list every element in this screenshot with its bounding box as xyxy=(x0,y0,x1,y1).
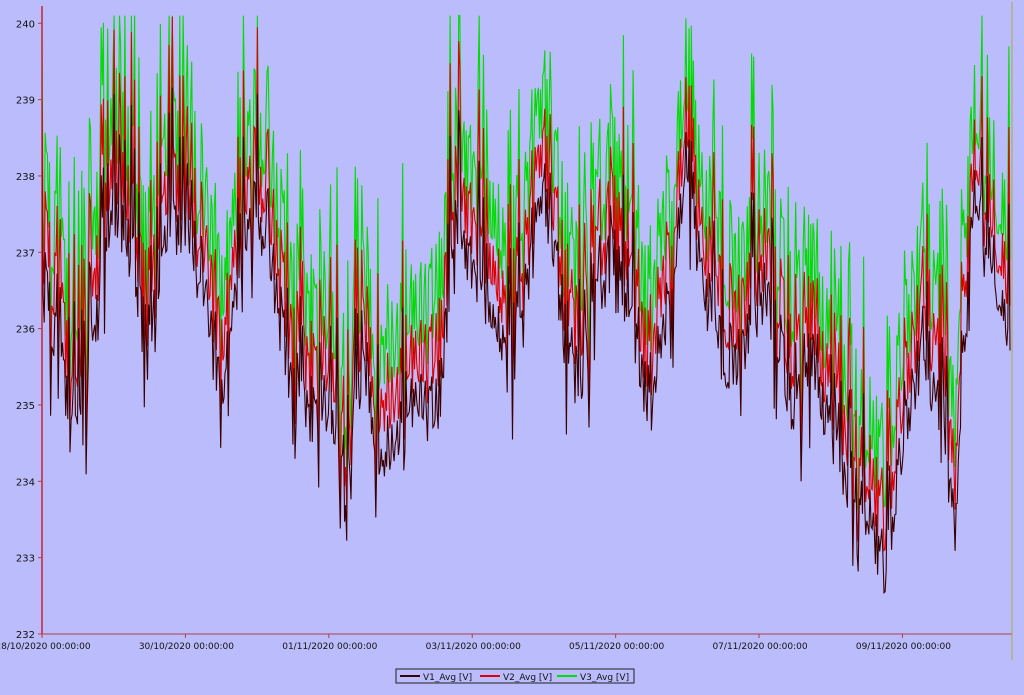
y-tick-label: 240 xyxy=(16,19,35,30)
series-line-1 xyxy=(41,87,1011,595)
series-line-3 xyxy=(41,15,1011,511)
legend-label-2: V2_Avg [V] xyxy=(503,673,552,683)
x-tick-label: 28/10/2020 00:00:00 xyxy=(0,642,91,652)
y-tick-label: 233 xyxy=(16,554,35,565)
y-tick-label: 238 xyxy=(16,172,35,183)
x-tick-label: 09/11/2020 00:00:00 xyxy=(856,642,951,652)
x-tick-label: 05/11/2020 00:00:00 xyxy=(569,642,664,652)
series-line-2 xyxy=(41,16,1011,552)
x-tick-label: 03/11/2020 00:00:00 xyxy=(426,642,521,652)
y-tick-label: 237 xyxy=(16,248,35,259)
axis-layer: 232 233 234 235 236 237 238 239 240 28/10/2020 00… xyxy=(0,2,1013,660)
y-tick-label: 236 xyxy=(16,325,35,336)
y-tick-label: 239 xyxy=(16,96,35,107)
legend-box xyxy=(395,668,635,684)
series-3 xyxy=(41,15,1011,511)
y-tick-label: 232 xyxy=(16,630,35,641)
y-tick-label: 235 xyxy=(16,401,35,412)
x-tick-label: 07/11/2020 00:00:00 xyxy=(712,642,807,652)
x-tick-label: 30/10/2020 00:00:00 xyxy=(139,642,234,652)
x-tick-label: 01/11/2020 00:00:00 xyxy=(282,642,377,652)
y-tick-label: 234 xyxy=(16,477,35,488)
legend-label-1: V1_Avg [V] xyxy=(423,673,472,683)
legend-label-3: V3_Avg [V] xyxy=(580,673,629,683)
series-layer xyxy=(41,15,1011,595)
legend: V1_Avg [V] V2_Avg [V] V3_Avg [V] xyxy=(395,668,635,684)
series-2 xyxy=(41,16,1011,552)
series-1 xyxy=(41,87,1011,595)
